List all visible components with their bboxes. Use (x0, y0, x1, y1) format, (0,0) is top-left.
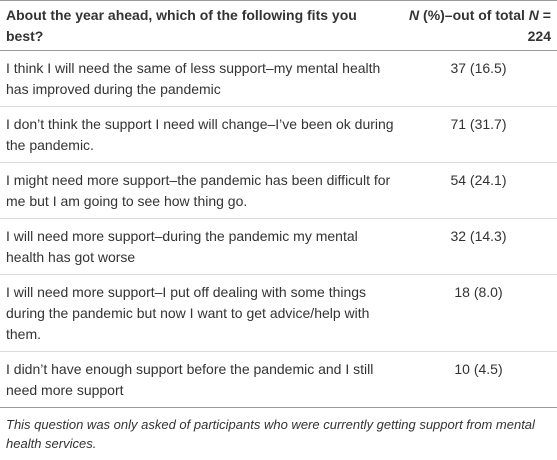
table-row: I didn’t have enough support before the … (0, 351, 557, 408)
header-part: N (528, 7, 539, 23)
header-cell: About the year ahead, which of the follo… (0, 0, 400, 51)
count-cell: 71 (31.7) (400, 106, 557, 163)
response-cell: I didn’t have enough support before the … (0, 351, 400, 408)
table-body: I think I will need the same of less sup… (0, 51, 557, 408)
header-part: N (409, 7, 420, 23)
response-cell: I might need more support–the pandemic h… (0, 162, 400, 219)
table-row: I might need more support–the pandemic h… (0, 162, 557, 219)
response-cell: I think I will need the same of less sup… (6, 60, 381, 97)
header-part: (%)–out of total (419, 7, 529, 23)
response-cell: I don’t think the support I need will ch… (0, 106, 400, 163)
header-row: About the year ahead, which of the follo… (0, 0, 557, 51)
header-cell: N (%)–out of total N = 224 (400, 0, 557, 51)
table-row: I will need more support–I put off deali… (0, 274, 557, 352)
count-cell: 10 (4.5) (400, 351, 557, 408)
count-cell: 32 (14.3) (400, 218, 557, 275)
table-row: I think I will need the same of less sup… (0, 51, 557, 107)
response-cell: I will need more support–I put off deali… (0, 274, 400, 352)
header-part: = 224 (527, 7, 551, 44)
table-row: I will need more support–during the pand… (0, 218, 557, 275)
response-cell: I will need more support–during the pand… (0, 218, 400, 275)
count-cell: 37 (16.5) (450, 60, 507, 76)
count-cell: 54 (24.1) (400, 162, 557, 219)
table-row: I don’t think the support I need will ch… (0, 106, 557, 163)
data-table: About the year ahead, which of the follo… (0, 0, 557, 408)
count-cell: 18 (8.0) (400, 274, 557, 352)
footnote: This question was only asked of particip… (6, 417, 535, 451)
